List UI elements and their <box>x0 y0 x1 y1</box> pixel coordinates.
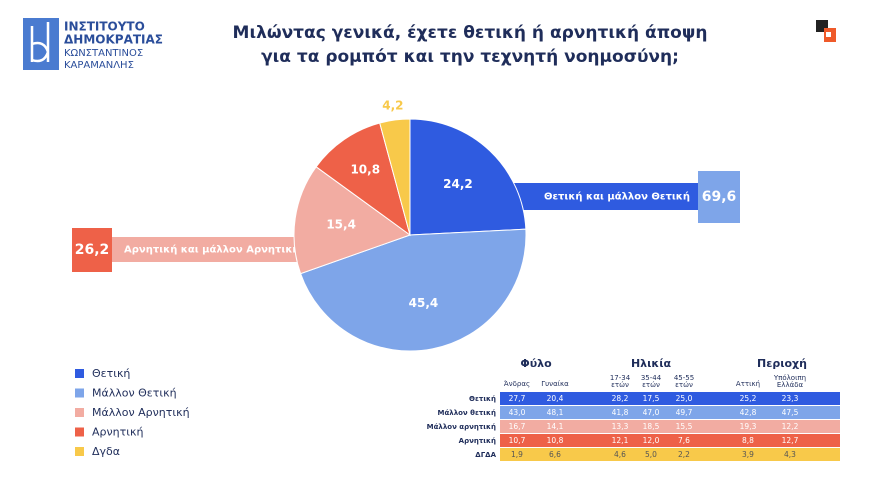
table-cell: 25,2 <box>740 394 757 403</box>
table-column-header: Αττική <box>736 380 760 388</box>
legend-swatch <box>75 369 84 378</box>
table-cell: 8,8 <box>742 436 754 445</box>
table-group-title: Φύλο <box>520 357 552 370</box>
legend-swatch <box>75 408 84 417</box>
table-cell: 47,0 <box>643 408 660 417</box>
table-row-band <box>500 434 840 447</box>
table-cell: 10,7 <box>509 436 526 445</box>
logo-text: ΙΝΣΤΙΤΟΥΤΟ <box>64 20 145 34</box>
table-column-header: 17-34 <box>610 374 631 382</box>
pie-slice <box>315 122 411 237</box>
table-column-header: Υπόλοιπη <box>773 374 806 382</box>
table-cell: 14,1 <box>547 422 564 431</box>
logo-glyph <box>30 22 50 63</box>
slice-label: 24,2 <box>443 177 473 191</box>
table-row-label: Μάλλον αρνητική <box>427 423 496 431</box>
table-row-band <box>500 392 840 405</box>
table-cell: 16,7 <box>509 422 526 431</box>
table-cell: 6,6 <box>549 450 561 459</box>
table-cell: 25,0 <box>676 394 693 403</box>
legend-label: Μάλλον Αρνητική <box>92 406 190 419</box>
chart-title: Μιλώντας γενικά, έχετε θετική ή αρνητική… <box>233 23 708 43</box>
table-cell: 41,8 <box>612 408 629 417</box>
logo-text: ΔΗΜΟΚΡΑΤΙΑΣ <box>64 33 163 47</box>
table-column-header: ετών <box>611 381 629 389</box>
pie-slice <box>293 166 412 275</box>
table-cell: 12,7 <box>782 436 799 445</box>
slice-label: 10,8 <box>350 163 380 177</box>
legend-label: Θετική <box>92 367 130 380</box>
slice-label: 4,2 <box>382 99 403 113</box>
callout-box <box>698 171 740 223</box>
table-row-label: Θετική <box>469 395 496 403</box>
table-cell: 12,1 <box>612 436 629 445</box>
table-cell: 1,9 <box>511 450 523 459</box>
table-cell: 4,6 <box>614 450 626 459</box>
legend-label: Αρνητική <box>92 426 143 439</box>
table-cell: 49,7 <box>676 408 693 417</box>
table-column-header: 35-44 <box>641 374 662 382</box>
table-column-header: Ελλάδα <box>777 381 804 389</box>
callout-value: 26,2 <box>75 242 110 258</box>
slice-label: 45,4 <box>409 296 439 310</box>
table-cell: 4,3 <box>784 450 796 459</box>
table-cell: 19,3 <box>740 422 757 431</box>
pie-slice <box>299 228 527 352</box>
table-cell: 47,5 <box>782 408 799 417</box>
table-column-header: 45-55 <box>674 374 694 382</box>
table-column-header: ετών <box>675 381 693 389</box>
legend-label: Μάλλον Θετική <box>92 387 177 400</box>
table-row-label: Αρνητική <box>459 437 496 445</box>
table-cell: 17,5 <box>643 394 660 403</box>
table-row-band <box>500 406 840 419</box>
table-cell: 27,7 <box>509 394 526 403</box>
table-cell: 42,8 <box>740 408 757 417</box>
legend-swatch <box>75 388 84 398</box>
slice-label: 15,4 <box>326 217 356 231</box>
pie-slice <box>379 118 411 236</box>
table-cell: 15,5 <box>676 422 693 431</box>
brand-icon <box>826 32 831 37</box>
callout-bar <box>112 237 312 262</box>
table-column-header: Άνδρας <box>504 380 530 388</box>
logo-text: ΚΩΝΣΤΑΝΤΙΝΟΣ <box>64 48 143 59</box>
table-cell: 2,2 <box>678 450 690 459</box>
table-cell: 12,0 <box>643 436 660 445</box>
table-row-label: Μάλλον θετική <box>437 409 496 417</box>
table-cell: 48,1 <box>547 408 564 417</box>
legend-swatch <box>75 447 84 456</box>
table-cell: 3,9 <box>742 450 754 459</box>
table-group-title: Ηλικία <box>631 357 672 370</box>
table-group-title: Περιοχή <box>757 357 807 370</box>
callout-value: 69,6 <box>702 189 737 205</box>
callout-label: Αρνητική και μάλλον Αρνητική <box>124 244 300 256</box>
table-cell: 28,2 <box>612 394 629 403</box>
table-cell: 12,2 <box>782 422 799 431</box>
table-row-band <box>500 448 840 461</box>
table-cell: 10,8 <box>547 436 564 445</box>
table-row-band <box>500 420 840 433</box>
table-cell: 20,4 <box>547 394 564 403</box>
table-cell: 7,6 <box>678 436 690 445</box>
table-column-header: ετών <box>642 381 660 389</box>
table-cell: 43,0 <box>509 408 526 417</box>
table-cell: 13,3 <box>612 422 629 431</box>
pie-slice <box>409 118 527 236</box>
table-row-label: ΔΓΔΑ <box>475 451 496 459</box>
table-column-header: Γυναίκα <box>541 380 569 388</box>
legend-swatch <box>75 427 84 437</box>
logo-text: ΚΑΡΑΜΑΝΛΗΣ <box>64 60 134 71</box>
table-cell: 23,3 <box>782 394 799 403</box>
legend-label: Δγδα <box>92 445 120 458</box>
callout-box <box>72 228 112 272</box>
chart-title: για τα ρομπότ και την τεχνητή νοημοσύνη; <box>261 47 679 67</box>
callout-label: Θετική και μάλλον Θετική <box>544 191 690 203</box>
table-cell: 5,0 <box>645 450 657 459</box>
table-cell: 18,5 <box>643 422 660 431</box>
